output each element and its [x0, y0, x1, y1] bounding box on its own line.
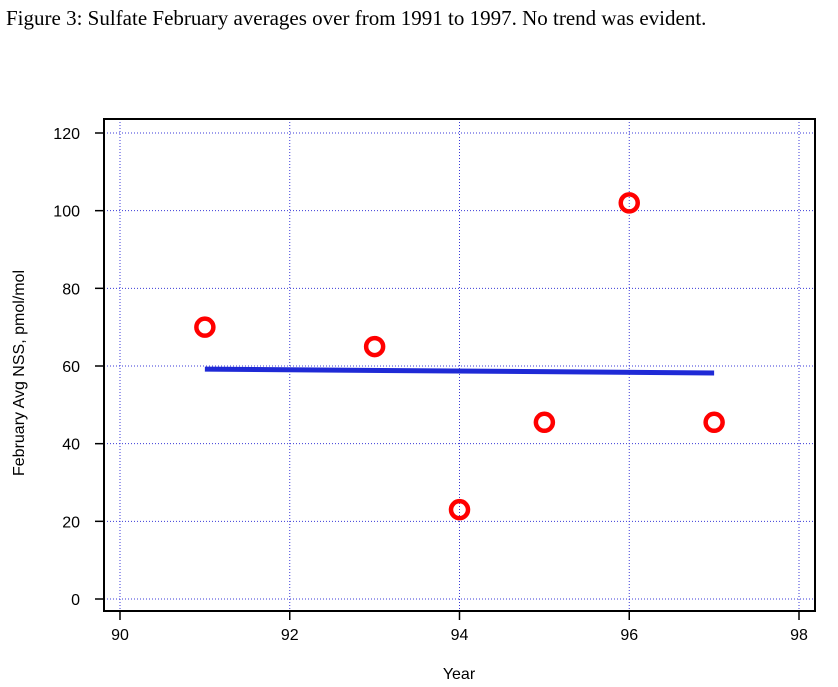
data-points	[194, 192, 725, 521]
y-tick-label: 0	[71, 592, 80, 609]
data-point	[448, 498, 471, 521]
y-tick-label: 120	[53, 126, 80, 143]
x-tick-label: 92	[281, 627, 299, 644]
y-tick-label: 40	[62, 437, 80, 454]
axes: 90 92 94 96 98 0 20 40 60 80 100 120	[53, 118, 816, 644]
trend-line-group	[204, 366, 715, 376]
figure-caption: Figure 3: Sulfate February averages over…	[6, 6, 707, 30]
y-axis-title: February Avg NSS, pmol/mol	[11, 270, 28, 476]
y-tick-label: 60	[62, 359, 80, 376]
data-point	[194, 316, 216, 338]
data-point	[533, 411, 556, 434]
y-tick-label: 20	[62, 514, 80, 531]
data-point	[703, 411, 725, 434]
x-tick-label: 90	[111, 627, 129, 644]
data-point	[618, 192, 640, 214]
y-tick-label: 80	[62, 281, 80, 298]
x-tick-label: 96	[620, 627, 638, 644]
data-point	[363, 335, 386, 358]
trend-line	[204, 366, 715, 376]
x-tick-label: 98	[790, 627, 808, 644]
y-tick-label: 100	[53, 204, 80, 221]
grid-lines	[104, 119, 815, 611]
x-tick-label: 94	[451, 627, 469, 644]
x-axis-title: Year	[443, 666, 476, 683]
